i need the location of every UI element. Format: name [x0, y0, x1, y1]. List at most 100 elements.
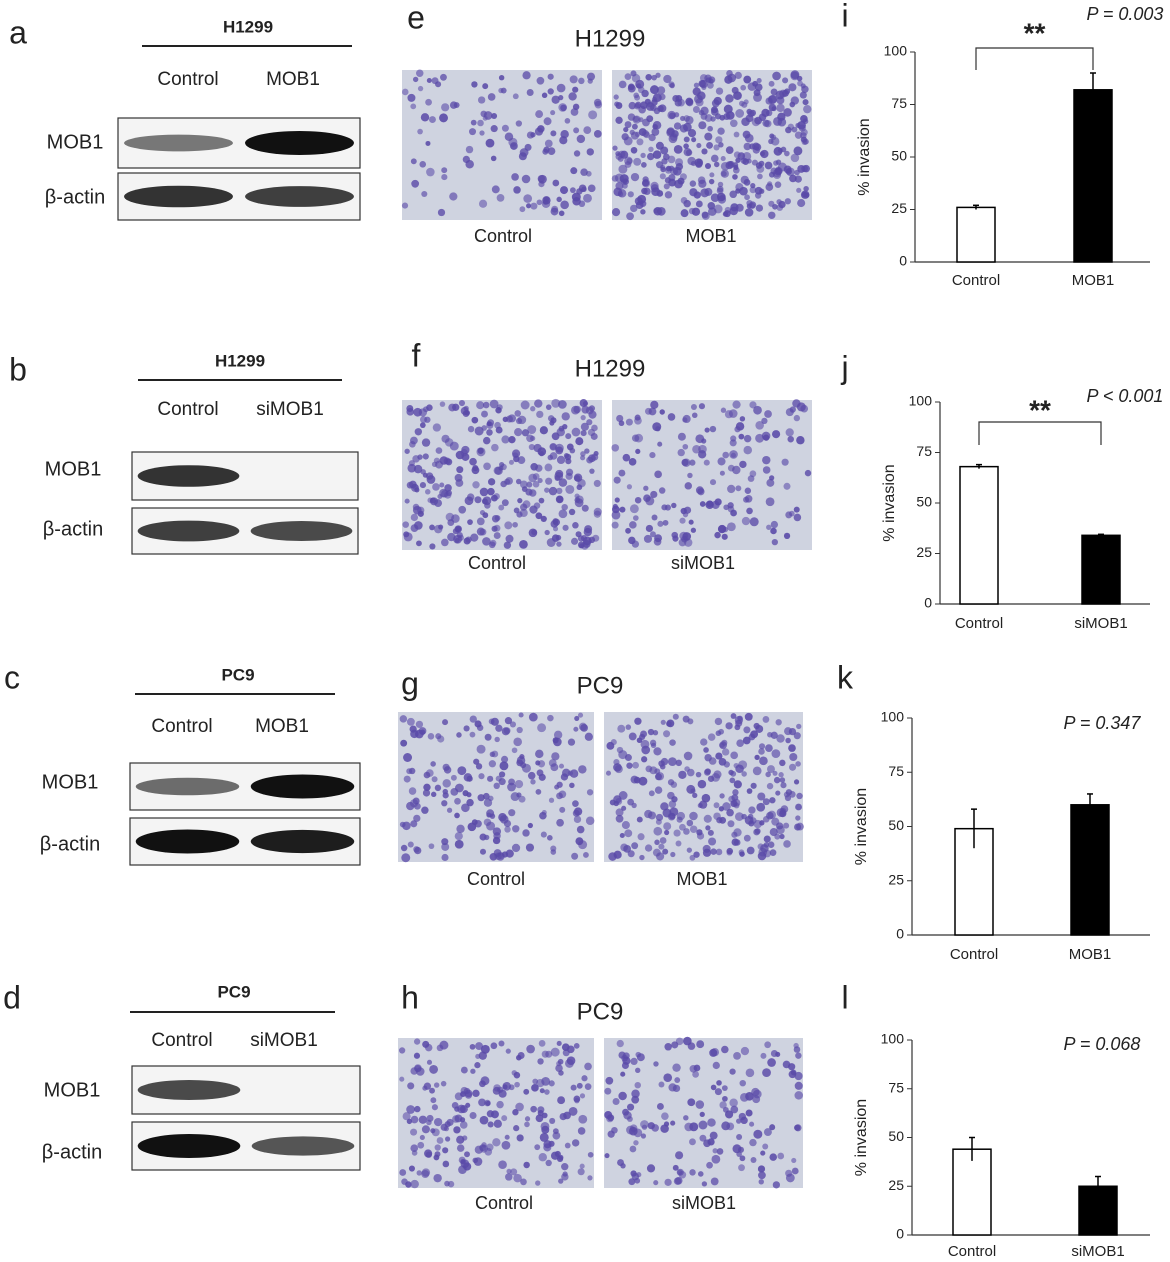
cell [544, 487, 550, 493]
cell [547, 834, 553, 841]
cell [768, 138, 774, 145]
cell [703, 1139, 711, 1148]
cell [797, 120, 806, 130]
cell [735, 485, 742, 492]
cell [796, 822, 804, 831]
cell [720, 407, 727, 413]
cell [717, 127, 725, 135]
cell [755, 725, 764, 733]
cell [472, 1089, 480, 1098]
cell [783, 482, 791, 490]
cell [429, 1065, 439, 1074]
cell [799, 91, 807, 99]
cell [768, 211, 776, 220]
cell [490, 717, 499, 726]
cell [419, 481, 427, 489]
cell [426, 475, 436, 484]
blot-band [250, 829, 355, 854]
cell [782, 1060, 791, 1069]
cell [773, 146, 783, 156]
cell [735, 764, 744, 774]
cell [783, 791, 790, 798]
cell [477, 794, 485, 802]
cell [562, 1171, 568, 1177]
cell [723, 104, 733, 114]
cell [550, 1047, 560, 1057]
cell [465, 160, 474, 169]
cell [507, 782, 516, 792]
cell [794, 1091, 803, 1100]
cell [570, 167, 578, 175]
cell [710, 1177, 719, 1186]
cell [572, 86, 579, 93]
cell [636, 138, 644, 146]
cell [578, 1114, 588, 1124]
cell [485, 138, 495, 148]
cell [453, 1126, 461, 1134]
cell [653, 1180, 659, 1186]
micrograph-title: PC9 [577, 672, 624, 699]
cell [511, 173, 519, 181]
cell [563, 1111, 571, 1120]
cell [723, 210, 731, 218]
cell [514, 428, 523, 437]
cell [433, 1082, 440, 1088]
cell [605, 1076, 614, 1085]
cell [562, 424, 568, 430]
cell [513, 1173, 522, 1183]
cell [475, 1042, 483, 1050]
cell [788, 791, 796, 798]
cell [529, 505, 538, 514]
cell [623, 1111, 632, 1120]
cell [649, 85, 659, 95]
cell [743, 445, 753, 455]
cell [537, 478, 543, 484]
cell [766, 782, 774, 790]
cell [658, 760, 665, 767]
cell [661, 1112, 669, 1120]
cell [634, 1177, 641, 1184]
cell [771, 538, 778, 546]
cell [560, 200, 569, 210]
cell [660, 146, 669, 155]
cell [465, 145, 474, 154]
cell [454, 1092, 463, 1101]
cell [564, 1142, 571, 1149]
cell [741, 516, 751, 526]
cell [618, 420, 625, 427]
cell [630, 70, 637, 77]
cell [523, 1088, 530, 1095]
cell [628, 732, 637, 741]
cell [707, 733, 716, 741]
cell [650, 181, 659, 191]
cell [473, 758, 480, 765]
cell [654, 839, 660, 845]
cell [612, 145, 618, 151]
micrograph-caption: Control [468, 553, 526, 573]
cell-line: H1299 [223, 17, 273, 36]
cell [735, 422, 745, 431]
cell [550, 130, 557, 137]
cell [683, 143, 689, 149]
cell [430, 761, 436, 767]
cell [526, 89, 534, 96]
cell [632, 761, 639, 769]
cell [406, 481, 414, 489]
cell [442, 763, 450, 771]
cell [537, 125, 545, 133]
cell-line: PC9 [221, 665, 254, 684]
cell [634, 414, 641, 421]
cell [583, 126, 592, 135]
cell [486, 421, 492, 427]
significance-bracket [975, 47, 1094, 70]
cell [482, 83, 489, 90]
cell [421, 1125, 430, 1134]
cell [787, 435, 794, 443]
cell [558, 210, 565, 217]
cell [580, 451, 586, 457]
cell [663, 74, 672, 84]
cell [776, 103, 785, 113]
cell [544, 139, 553, 148]
cell [639, 854, 645, 861]
cell [426, 78, 432, 84]
